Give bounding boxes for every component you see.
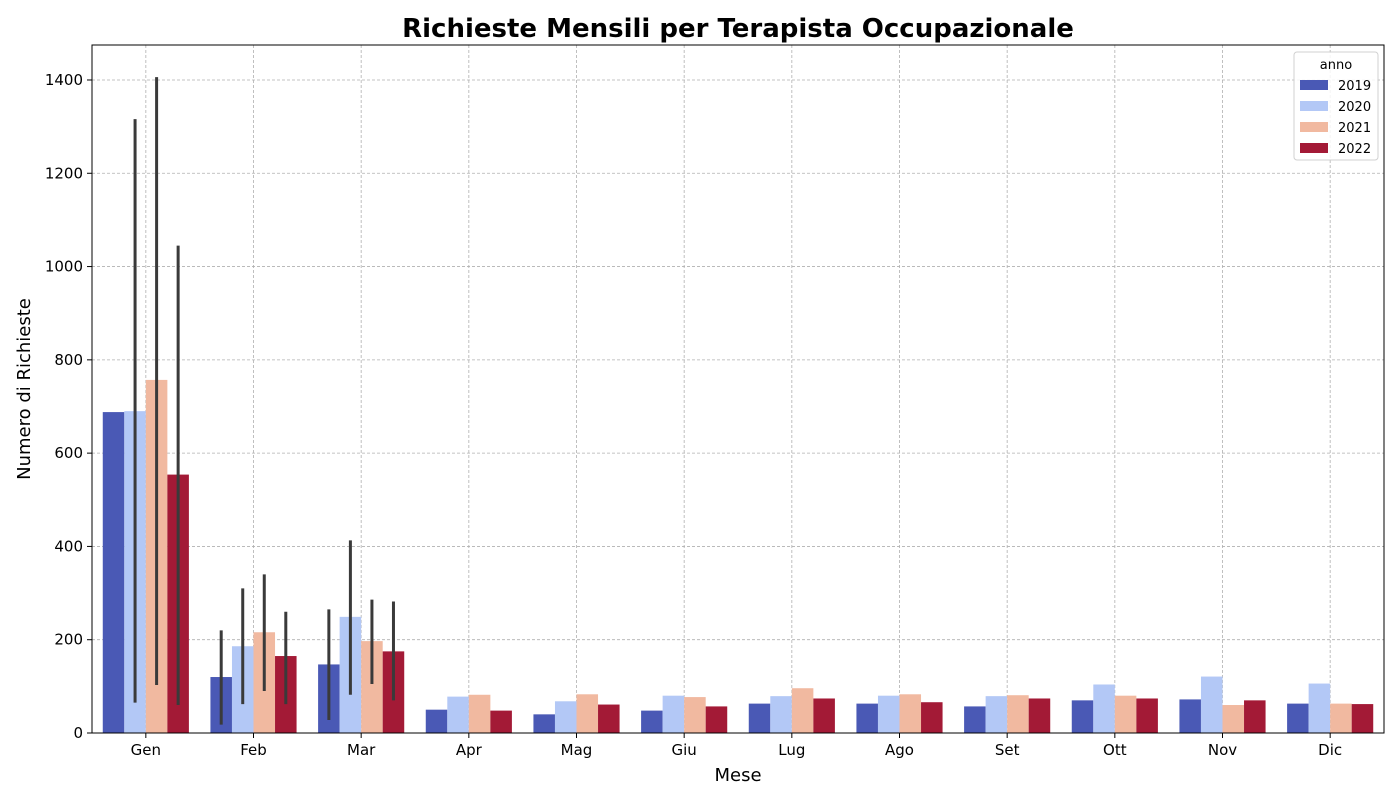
bar-2020-Lug [770, 696, 792, 733]
legend-swatch-2020 [1300, 101, 1328, 111]
bar-2020-Set [985, 696, 1008, 733]
legend: anno 2019 2020 2021 2022 [1293, 51, 1379, 161]
grid [92, 45, 1384, 733]
y-tick-label: 400 [54, 537, 83, 555]
bar-2019-Giu [641, 710, 663, 733]
y-axis-label: Numero di Richieste [14, 298, 35, 480]
bar-2019-Mag [533, 714, 555, 733]
bar-2021-Nov [1222, 705, 1245, 733]
bar-2021-Ott [1114, 695, 1137, 733]
x-tick-label: Ago [885, 741, 914, 759]
bar-2021-Apr [468, 694, 491, 733]
bar-2021-Lug [791, 688, 814, 733]
bar-2019-Ago [856, 703, 878, 733]
bar-2019-Lug [748, 703, 771, 733]
x-tick-label: Giu [672, 741, 697, 759]
x-tick-label: Dic [1318, 741, 1342, 759]
bars [102, 379, 1374, 733]
bar-2019-Ott [1071, 700, 1094, 733]
bar-2021-Giu [684, 697, 706, 733]
y-tick-label: 600 [54, 444, 83, 462]
legend-title: anno [1320, 58, 1352, 73]
x-tick-label: Ott [1103, 741, 1127, 759]
bar-2020-Nov [1200, 676, 1223, 733]
legend-entry-2022: 2022 [1338, 142, 1371, 157]
x-tick-label: Lug [778, 741, 805, 759]
x-tick-label: Mag [561, 741, 593, 759]
chart-title: Richieste Mensili per Terapista Occupazi… [402, 14, 1074, 44]
bar-2022-Nov [1244, 700, 1266, 733]
bar-2019-Nov [1179, 699, 1201, 733]
y-axis-ticks: 0 200 400 600 800 1000 1200 1400 [45, 71, 92, 742]
y-tick-label: 1000 [45, 258, 83, 276]
bar-2021-Set [1007, 695, 1029, 733]
bar-2020-Dic [1308, 683, 1331, 733]
error-bars [133, 77, 395, 725]
bar-2019-Dic [1287, 703, 1309, 733]
bar-2020-Ago [877, 695, 900, 733]
x-tick-label: Feb [240, 741, 267, 759]
bar-2022-Ago [921, 702, 943, 733]
bar-2020-Mag [554, 701, 577, 733]
x-axis-label: Mese [714, 765, 761, 786]
bar-2022-Ott [1136, 698, 1158, 733]
bar-2022-Mag [598, 704, 620, 733]
legend-swatch-2021 [1300, 122, 1328, 132]
bar-2022-Lug [813, 698, 835, 733]
bar-2019-Gen [102, 412, 125, 733]
legend-entry-2020: 2020 [1338, 100, 1371, 115]
bar-2022-Set [1028, 698, 1051, 733]
x-tick-label: Apr [456, 741, 483, 759]
bar-2022-Dic [1351, 704, 1374, 733]
x-tick-label: Nov [1208, 741, 1237, 759]
y-tick-label: 200 [54, 631, 83, 649]
x-tick-label: Gen [131, 741, 161, 759]
bar-2022-Apr [490, 710, 512, 733]
bar-2021-Dic [1330, 703, 1352, 733]
bar-2020-Apr [447, 696, 469, 733]
y-tick-label: 0 [73, 724, 83, 742]
legend-entry-2019: 2019 [1338, 79, 1371, 94]
bar-2021-Mag [576, 694, 599, 733]
legend-entry-2021: 2021 [1338, 121, 1371, 136]
x-axis-ticks: Gen Feb Mar Apr Mag Giu Lug Ago Set Ott Nov Dic [131, 733, 1342, 759]
x-tick-label: Mar [347, 741, 376, 759]
bar-2020-Giu [662, 695, 685, 733]
y-tick-label: 1200 [45, 164, 83, 182]
bar-2021-Mar [361, 641, 383, 733]
legend-swatch-2019 [1300, 80, 1328, 90]
bar-2019-Set [964, 706, 986, 733]
plot-frame [91, 44, 1385, 734]
bar-2021-Ago [899, 694, 922, 733]
bar-2019-Apr [425, 709, 448, 733]
bar-2020-Ott [1093, 684, 1115, 733]
legend-box [1293, 51, 1379, 161]
bar-2022-Giu [705, 706, 728, 733]
x-tick-label: Set [995, 741, 1020, 759]
legend-swatch-2022 [1300, 143, 1328, 153]
y-tick-label: 1400 [45, 71, 83, 89]
y-tick-label: 800 [54, 351, 83, 369]
